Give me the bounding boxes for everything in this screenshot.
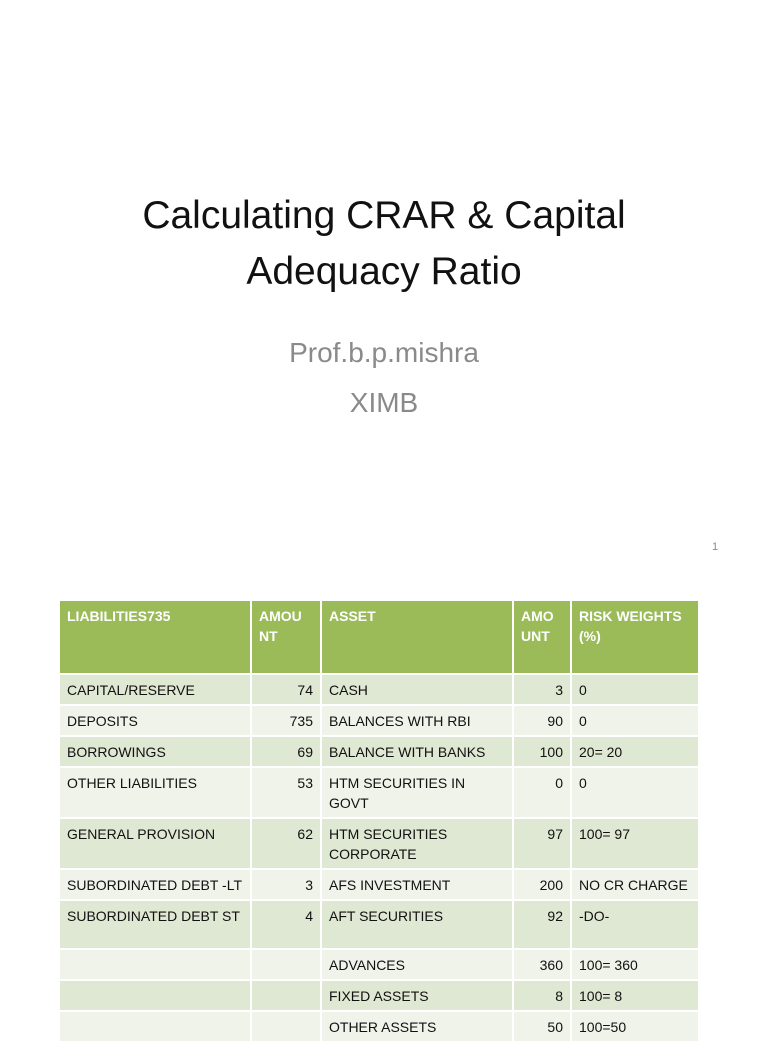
liability-cell: CAPITAL/RESERVE — [58, 673, 252, 706]
risk-weight-cell: 100=50 — [570, 1010, 700, 1043]
asset-cell: FIXED ASSETS — [320, 979, 514, 1012]
table-row: BORROWINGS 69 BALANCE WITH BANKS 100 20=… — [58, 735, 700, 768]
asset-amount-cell: 97 — [512, 817, 572, 870]
table-row: DEPOSITS 735 BALANCES WITH RBI 90 0 — [58, 704, 700, 737]
asset-cell: OTHER ASSETS — [320, 1010, 514, 1043]
asset-amount-cell: 90 — [512, 704, 572, 737]
liability-cell — [58, 948, 252, 981]
header-liability-amount: AMOU NT — [250, 599, 322, 675]
liability-amount-cell: 735 — [250, 704, 322, 737]
risk-weight-cell: 100= 97 — [570, 817, 700, 870]
table-row: CAPITAL/RESERVE 74 CASH 3 0 — [58, 673, 700, 706]
liability-cell — [58, 979, 252, 1012]
risk-weight-cell: NO CR CHARGE — [570, 868, 700, 901]
table-row: ADVANCES 360 100= 360 — [58, 948, 700, 981]
liability-amount-cell: 4 — [250, 899, 322, 950]
asset-cell: HTM SECURITIES IN GOVT — [320, 766, 514, 819]
asset-amount-cell: 50 — [512, 1010, 572, 1043]
balance-sheet-table: LIABILITIES735 AMOU NT ASSET AMO UNT RISK … — [58, 599, 700, 1043]
liability-cell: GENERAL PROVISION — [58, 817, 252, 870]
title-line-1: Calculating CRAR & Capital — [142, 194, 626, 237]
risk-weight-cell: 100= 8 — [570, 979, 700, 1012]
asset-cell: CASH — [320, 673, 514, 706]
liability-cell: DEPOSITS — [58, 704, 252, 737]
liability-amount-cell: 53 — [250, 766, 322, 819]
asset-cell: AFT SECURITIES — [320, 899, 514, 950]
liability-amount-cell: 62 — [250, 817, 322, 870]
title-line-2: Adequacy Ratio — [246, 250, 522, 293]
risk-weight-cell: 100= 360 — [570, 948, 700, 981]
liability-cell: SUBORDINATED DEBT ST — [58, 899, 252, 950]
liability-amount-cell: 74 — [250, 673, 322, 706]
table-row: GENERAL PROVISION 62 HTM SECURITIES CORPO… — [58, 817, 700, 870]
liability-amount-cell — [250, 1010, 322, 1043]
table-row: FIXED ASSETS 8 100= 8 — [58, 979, 700, 1012]
asset-amount-cell: 8 — [512, 979, 572, 1012]
table-row: SUBORDINATED DEBT -LT 3 AFS INVESTMENT 2… — [58, 868, 700, 901]
table-row: SUBORDINATED DEBT ST 4 AFT SECURITIES 92… — [58, 899, 700, 950]
asset-amount-cell: 0 — [512, 766, 572, 819]
header-asset: ASSET — [320, 599, 514, 675]
asset-cell: AFS INVESTMENT — [320, 868, 514, 901]
asset-cell: BALANCES WITH RBI — [320, 704, 514, 737]
liability-cell — [58, 1010, 252, 1043]
table-header-row: LIABILITIES735 AMOU NT ASSET AMO UNT RISK … — [58, 599, 700, 675]
asset-amount-cell: 3 — [512, 673, 572, 706]
liability-cell: SUBORDINATED DEBT -LT — [58, 868, 252, 901]
liability-amount-cell — [250, 948, 322, 981]
liability-amount-cell — [250, 979, 322, 1012]
table-row: OTHER LIABILITIES 53 HTM SECURITIES IN GO… — [58, 766, 700, 819]
slide-subtitle: Prof.b.p.mishra XIMB — [0, 328, 768, 428]
author-name: Prof.b.p.mishra — [289, 337, 479, 368]
asset-cell: ADVANCES — [320, 948, 514, 981]
risk-weight-cell: -DO- — [570, 899, 700, 950]
risk-weight-cell: 0 — [570, 673, 700, 706]
asset-amount-cell: 100 — [512, 735, 572, 768]
risk-weight-cell: 20= 20 — [570, 735, 700, 768]
liability-amount-cell: 3 — [250, 868, 322, 901]
asset-amount-cell: 360 — [512, 948, 572, 981]
header-liabilities: LIABILITIES735 — [58, 599, 252, 675]
slide-title: Calculating CRAR & Capital Adequacy Rati… — [0, 188, 768, 300]
asset-amount-cell: 200 — [512, 868, 572, 901]
table-row: OTHER ASSETS 50 100=50 — [58, 1010, 700, 1043]
header-asset-amount: AMO UNT — [512, 599, 572, 675]
asset-amount-cell: 92 — [512, 899, 572, 950]
asset-cell: HTM SECURITIES CORPORATE — [320, 817, 514, 870]
liability-amount-cell: 69 — [250, 735, 322, 768]
asset-cell: BALANCE WITH BANKS — [320, 735, 514, 768]
header-risk-weights: RISK WEIGHTS (%) — [570, 599, 700, 675]
risk-weight-cell: 0 — [570, 704, 700, 737]
institution-name: XIMB — [349, 387, 419, 418]
liability-cell: OTHER LIABILITIES — [58, 766, 252, 819]
liability-cell: BORROWINGS — [58, 735, 252, 768]
risk-weight-cell: 0 — [570, 766, 700, 819]
page-number: 1 — [712, 541, 719, 553]
